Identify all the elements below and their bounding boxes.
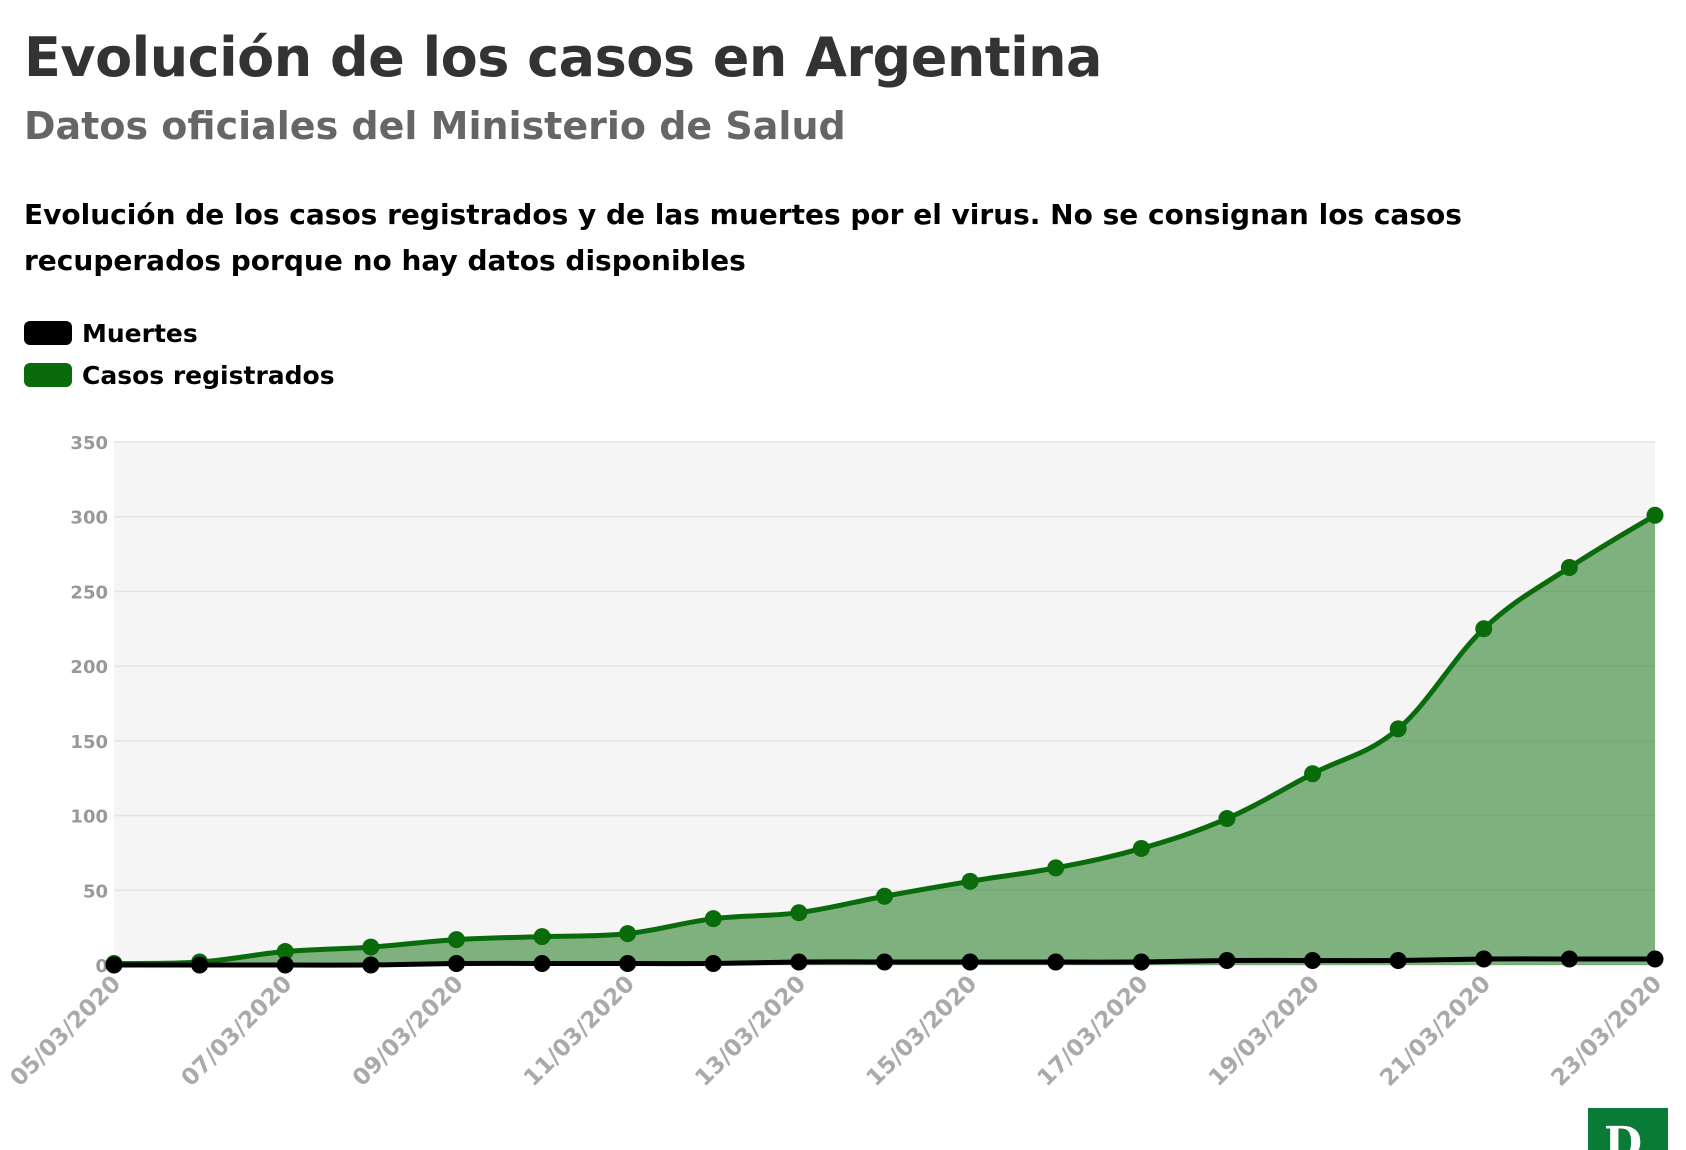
chart-subtitle: Datos oficiales del Ministerio de Salud — [24, 104, 846, 148]
muertes-point — [790, 953, 808, 971]
casos-point — [1475, 620, 1493, 638]
y-tick-label: 300 — [70, 508, 108, 529]
muertes-point — [1047, 953, 1065, 971]
casos-point — [1304, 765, 1322, 783]
legend-swatch-casos — [24, 363, 72, 387]
legend-label-muertes: Muertes — [82, 318, 198, 348]
x-tick-label: 05/03/2020 — [5, 971, 126, 1092]
x-tick-label: 09/03/2020 — [348, 971, 469, 1092]
casos-point — [1132, 839, 1150, 857]
x-tick-label: 13/03/2020 — [690, 971, 811, 1092]
casos-point — [1560, 559, 1578, 577]
casos-point — [1218, 810, 1236, 828]
y-tick-label: 100 — [70, 807, 108, 828]
legend-item-muertes[interactable]: Muertes — [24, 312, 335, 354]
y-tick-label: 50 — [83, 881, 108, 902]
logo-icon: D — [1588, 1108, 1668, 1150]
y-tick-label: 350 — [70, 433, 108, 454]
y-tick-label: 250 — [70, 582, 108, 603]
y-tick-label: 200 — [70, 657, 108, 678]
muertes-point — [362, 956, 380, 974]
y-tick-label: 0 — [95, 956, 108, 977]
muertes-point — [876, 953, 893, 971]
x-tick-label: 07/03/2020 — [177, 971, 298, 1092]
muertes-point — [1475, 950, 1493, 968]
muertes-point — [276, 956, 294, 974]
casos-point — [1047, 859, 1065, 877]
chart-area: 0 50 100 150 200 250 300 350 05/03/2020 07/03/202… — [5, 433, 1667, 1092]
x-tick-label: 21/03/2020 — [1375, 971, 1496, 1092]
muertes-point — [191, 956, 209, 974]
muertes-point — [447, 955, 465, 973]
casos-point — [276, 943, 294, 961]
legend: Muertes Casos registrados — [24, 312, 335, 396]
muertes-point — [704, 955, 722, 973]
casos-point — [619, 925, 637, 943]
casos-point — [362, 938, 380, 956]
muertes-point — [105, 956, 123, 974]
muertes-point — [1132, 953, 1150, 971]
chart-title: Evolución de los casos en Argentina — [24, 26, 1102, 89]
muertes-point — [1560, 950, 1578, 968]
x-tick-label: 15/03/2020 — [862, 971, 983, 1092]
muertes-point — [1389, 952, 1407, 970]
muertes-point — [533, 955, 551, 973]
casos-point — [1646, 506, 1664, 524]
logo-letter: D — [1604, 1118, 1643, 1150]
casos-point — [1389, 720, 1407, 738]
x-tick-label: 11/03/2020 — [519, 971, 640, 1092]
casos-point — [961, 872, 979, 890]
casos-point — [876, 887, 893, 905]
casos-area — [114, 515, 1655, 965]
muertes-point — [961, 953, 979, 971]
x-tick-label: 23/03/2020 — [1546, 971, 1667, 1092]
casos-point — [704, 910, 722, 928]
casos-point — [447, 931, 465, 949]
x-tick-label: 19/03/2020 — [1204, 971, 1325, 1092]
chart-description: Evolución de los casos registrados y de … — [24, 198, 1462, 277]
legend-item-casos[interactable]: Casos registrados — [24, 354, 335, 396]
casos-point — [790, 904, 808, 922]
casos-point — [533, 928, 551, 946]
y-tick-label: 150 — [70, 732, 108, 753]
muertes-point — [1304, 952, 1322, 970]
x-tick-label: 17/03/2020 — [1033, 971, 1154, 1092]
legend-swatch-muertes — [24, 321, 72, 345]
muertes-point — [1218, 952, 1236, 970]
muertes-point — [619, 955, 637, 973]
legend-label-casos: Casos registrados — [82, 360, 335, 390]
muertes-point — [1646, 950, 1664, 968]
